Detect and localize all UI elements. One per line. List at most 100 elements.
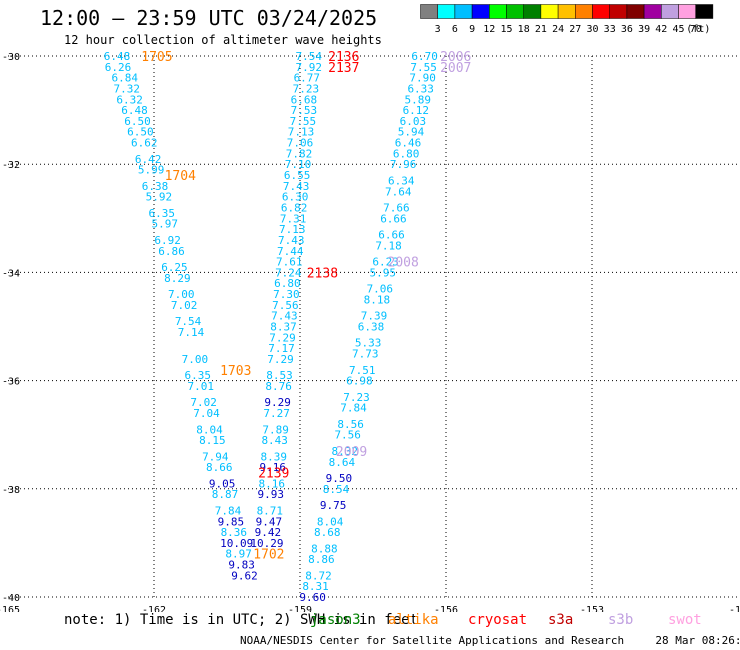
data-label: 9.05 [209, 477, 236, 490]
data-label: 6.38 [142, 180, 169, 193]
time-label: 2137 [328, 61, 359, 76]
data-label: 7.92 [296, 61, 323, 74]
data-label: 7.13 [288, 126, 315, 139]
data-label: 6.50 [124, 115, 151, 128]
x-tick-label: -159 [288, 605, 312, 612]
colorbar-label: 9 [469, 24, 475, 35]
colorbar-label: 33 [604, 24, 616, 35]
colorbar-unit: (ft) [686, 24, 710, 35]
data-label: 8.54 [323, 483, 350, 496]
data-label: 6.80 [393, 147, 420, 160]
data-label: 6.50 [127, 126, 154, 139]
data-label: 7.32 [113, 82, 140, 95]
data-label: 6.03 [400, 115, 427, 128]
y-tick-label: -34 [2, 268, 20, 279]
data-label: 8.56 [337, 418, 364, 431]
data-label: 9.83 [228, 559, 255, 572]
data-label: 7.13 [279, 223, 306, 236]
data-label: 9.16 [259, 461, 286, 474]
data-label: 5.97 [151, 218, 178, 231]
data-label: 8.64 [329, 456, 356, 469]
colorbar-label: 30 [586, 24, 598, 35]
time-label: 1702 [253, 548, 284, 563]
colorbar-label: 3 [435, 24, 441, 35]
time-label: 2138 [307, 266, 338, 281]
data-label: 7.04 [193, 407, 220, 420]
data-label: 5.94 [398, 126, 425, 139]
time-label: 1703 [220, 364, 251, 379]
credit-text: NOAA/NESDIS Center for Satellite Applica… [240, 634, 625, 647]
colorbar-label: 36 [621, 24, 633, 35]
data-label: 8.32 [332, 445, 359, 458]
plot-area: -165 -162 -159 -156 -153 -15 -30 -32 -34 -36 -38 -4… [0, 50, 740, 612]
data-label: 8.37 [270, 321, 297, 334]
data-label: 6.38 [358, 321, 385, 334]
data-label: 8.18 [364, 293, 391, 306]
data-label: 6.92 [154, 234, 181, 247]
data-label: 10.29 [250, 537, 283, 550]
time-label: 2139 [258, 467, 289, 482]
data-label: 7.00 [182, 353, 209, 366]
data-label: 8.31 [302, 580, 329, 593]
x-tick-label: -15 [729, 605, 740, 612]
data-label: 6.98 [346, 375, 373, 388]
y-tick-label: -36 [2, 377, 20, 388]
data-label: 9.85 [218, 515, 245, 528]
satellite-s3b: s3b [608, 612, 634, 628]
data-label: 7.66 [383, 201, 410, 214]
data-label: 8.68 [314, 526, 341, 539]
data-label: 7.14 [178, 326, 205, 339]
satellite-altika: altika [388, 612, 439, 628]
data-label: 7.18 [375, 239, 402, 252]
data-label: 9.60 [299, 591, 326, 604]
data-label: 6.12 [403, 104, 430, 117]
data-label: 7.89 [262, 423, 289, 436]
data-label: 7.43 [271, 310, 298, 323]
data-label: 5.33 [355, 337, 382, 350]
data-label: 8.86 [308, 553, 335, 566]
data-label: 7.01 [187, 380, 214, 393]
time-label: 2136 [328, 50, 359, 65]
data-label: 6.32 [116, 93, 143, 106]
data-label: 7.23 [293, 82, 320, 95]
x-tick-label: -165 [0, 605, 20, 612]
colorbar-label: 70 [690, 24, 702, 35]
data-label: 7.43 [283, 180, 310, 193]
data-label: 10.09 [220, 537, 253, 550]
y-tick-label: -40 [2, 593, 20, 604]
data-label: 6.42 [135, 153, 162, 166]
y-tick-label: -38 [2, 485, 20, 496]
data-label: 6.35 [185, 369, 212, 382]
data-label: 7.43 [278, 234, 305, 247]
colorbar-label: 6 [452, 24, 458, 35]
data-label: 6.77 [294, 72, 321, 85]
colorbar-label: 42 [655, 24, 667, 35]
colorbar-label: 27 [569, 24, 581, 35]
data-label: 7.64 [385, 185, 412, 198]
data-label: 7.54 [175, 315, 202, 328]
colorbar-label: 45 [672, 24, 684, 35]
data-label: 7.06 [367, 283, 394, 296]
data-label: 6.86 [158, 245, 185, 258]
data-label: 7.61 [276, 256, 303, 269]
timestamp-text: 28 Mar 08:26:04 UTC 2025 [655, 634, 740, 647]
time-label: 2006 [440, 50, 471, 65]
satellite-cryosat: cryosat [468, 612, 528, 628]
data-label: 7.73 [352, 348, 379, 361]
data-label: 9.62 [231, 569, 258, 582]
data-label: 6.84 [112, 72, 139, 85]
data-label: 6.26 [105, 61, 132, 74]
data-label: 7.06 [287, 137, 314, 150]
data-label: 9.93 [258, 488, 285, 501]
data-label: 8.97 [225, 548, 252, 561]
data-label: 9.75 [320, 499, 347, 512]
time-label: 2009 [336, 445, 367, 460]
data-label: 8.15 [199, 434, 226, 447]
colorbar: 3 6 9 12 15 18 21 24 27 30 33 36 39 42 45 70(ft) [420, 4, 714, 35]
data-label: 9.50 [326, 472, 353, 485]
data-label: 7.90 [409, 72, 436, 85]
colorbar-swatch [695, 4, 714, 19]
data-label: 7.39 [361, 310, 388, 323]
data-label: 7.84 [215, 504, 242, 517]
